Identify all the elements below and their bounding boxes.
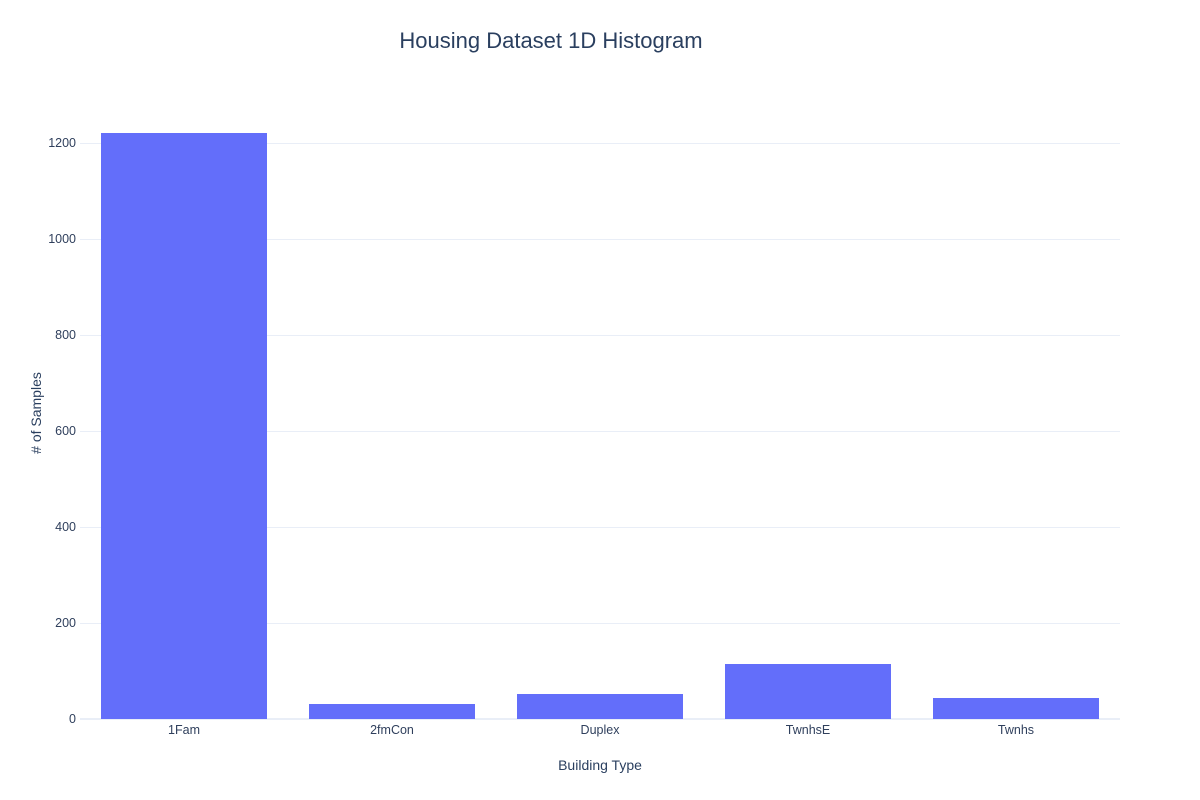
bar-duplex[interactable]	[517, 694, 683, 719]
x-tick-label: Duplex	[580, 723, 620, 737]
x-tick-label: 1Fam	[168, 723, 200, 737]
x-tick-label: 2fmCon	[370, 723, 414, 737]
bar-1fam[interactable]	[101, 133, 267, 719]
y-tick-label: 600	[55, 424, 76, 439]
y-tick-label: 1000	[48, 232, 76, 247]
x-axis-zero-line	[80, 718, 1120, 720]
y-gridline	[80, 527, 1120, 528]
y-gridline	[80, 239, 1120, 241]
bar-twnhse[interactable]	[725, 664, 891, 719]
y-gridline	[80, 143, 1120, 145]
y-tick-label: 800	[55, 328, 76, 343]
bar-2fmcon[interactable]	[309, 704, 475, 719]
y-tick-label: 400	[55, 520, 76, 534]
y-gridline	[80, 431, 1120, 433]
x-axis-title: Building Type	[558, 757, 642, 773]
y-tick-label: 1200	[48, 136, 76, 151]
x-tick-label: TwnhsE	[785, 723, 831, 737]
y-tick-label: 0	[69, 712, 76, 726]
chart-title: Housing Dataset 1D Histogram	[399, 28, 703, 53]
y-gridline	[80, 335, 1120, 337]
y-gridline	[80, 623, 1120, 624]
x-tick-label: Twnhs	[997, 723, 1035, 737]
y-tick-label: 200	[55, 616, 76, 630]
y-axis-title: # of Samples	[28, 372, 44, 454]
bar-twnhs[interactable]	[933, 698, 1099, 719]
